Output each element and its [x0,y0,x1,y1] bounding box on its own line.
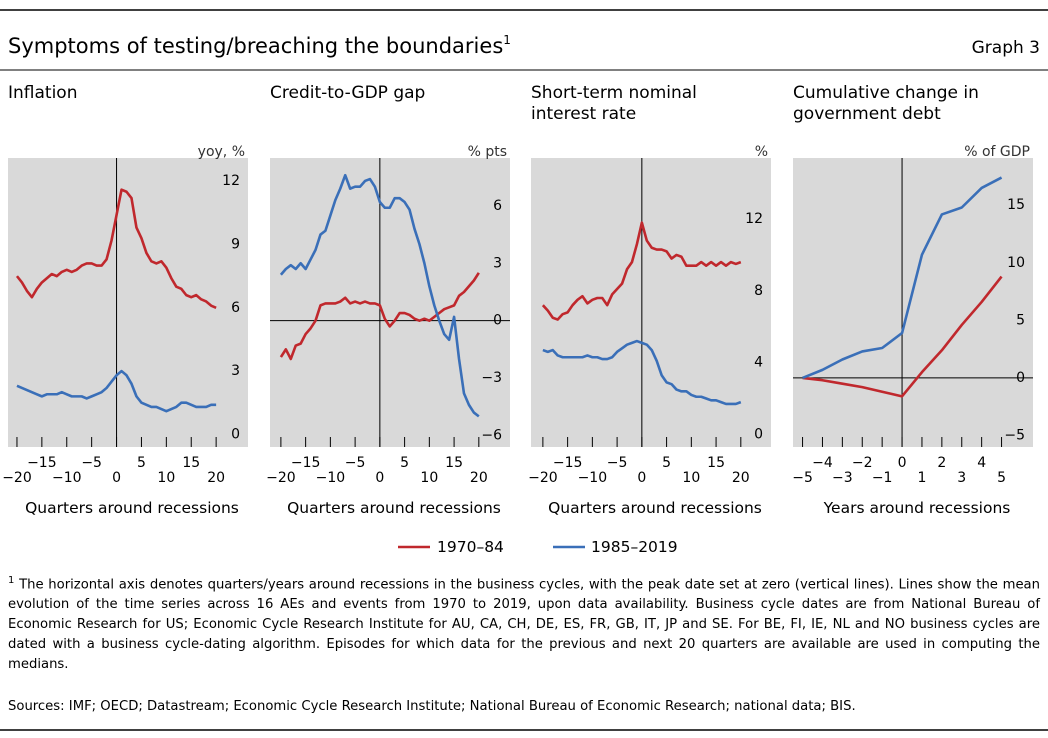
x-tick-label: −5 [607,455,628,471]
plot-area [270,158,510,447]
x-tick-label: −4 [812,455,833,471]
y-tick-label: 10 [1007,255,1025,271]
unit-label: % [755,144,768,160]
graph-title: Symptoms of testing/breaching the bounda… [8,33,511,58]
y-tick-label: 6 [231,300,240,316]
y-tick-label: 0 [1016,370,1025,386]
x-tick-label: −10 [578,470,608,486]
x-tick-label: −5 [345,455,366,471]
x-axis-title: Quarters around recessions [548,499,762,517]
x-tick-label: 5 [997,470,1006,486]
x-tick-label: 20 [732,470,750,486]
y-tick-label: 3 [493,255,502,271]
sources: Sources: IMF; OECD; Datastream; Economic… [8,699,856,714]
x-tick-label: 15 [707,455,725,471]
x-tick-label: 0 [637,470,646,486]
series-line [279,173,480,418]
x-tick-label: 20 [207,470,225,486]
panel-title: Inflation [8,83,78,103]
x-tick-label: 0 [112,470,121,486]
x-axis-title: Years around recessions [823,499,1011,517]
y-tick-label: 9 [231,236,240,252]
x-tick-label: −20 [528,470,558,486]
series-line [802,176,1003,380]
y-tick-label: 4 [754,355,763,371]
x-tick-label: −1 [872,470,893,486]
plot-area [531,158,771,447]
y-tick-label: 6 [493,198,502,214]
legend-label: 1970–84 [437,538,504,556]
x-tick-label: −20 [266,470,296,486]
x-tick-label: 20 [470,470,488,486]
x-tick-label: 0 [375,470,384,486]
x-tick-label: −2 [852,455,873,471]
series-line [15,188,217,309]
panel-title: Short-term nominal interest rate [531,83,697,124]
y-tick-label: 8 [754,283,763,299]
y-tick-label: 0 [231,426,240,442]
y-tick-label: 0 [493,313,502,329]
x-tick-label: 5 [137,455,146,471]
x-tick-label: 3 [957,470,966,486]
series-line [542,339,742,406]
x-tick-label: −10 [52,470,82,486]
footnote: 1 The horizontal axis denotes quarters/y… [8,571,1040,675]
plot-area [793,158,1033,447]
x-tick-label: 15 [182,455,200,471]
unit-label: % of GDP [964,144,1030,160]
x-tick-label: −15 [291,455,321,471]
footnote-text: The horizontal axis denotes quarters/yea… [8,577,1040,673]
x-tick-label: 10 [420,470,438,486]
x-tick-label: 10 [157,470,175,486]
x-axis-title: Quarters around recessions [25,499,239,517]
x-tick-label: 1 [917,470,926,486]
unit-label: yoy, % [198,144,245,160]
panel-title: Credit-to-GDP gap [270,83,426,103]
panel-title: Cumulative change in government debt [793,83,979,124]
series-line [802,275,1003,398]
title-note: 1 [503,33,511,47]
y-tick-label: 12 [745,211,763,227]
x-tick-label: 10 [682,470,700,486]
x-tick-label: −5 [81,455,102,471]
unit-label: % pts [468,144,507,160]
legend-label: 1985–2019 [591,538,678,556]
x-tick-label: 5 [662,455,671,471]
y-tick-label: 5 [1016,312,1025,328]
y-tick-label: 0 [754,426,763,442]
x-tick-label: −15 [553,455,583,471]
x-tick-label: 4 [977,455,986,471]
x-axis-title: Quarters around recessions [287,499,501,517]
y-tick-label: 3 [231,363,240,379]
x-tick-label: 2 [937,455,946,471]
y-tick-label: −6 [481,428,502,444]
x-tick-label: 5 [400,455,409,471]
x-tick-label: −15 [27,455,57,471]
series-line [16,369,217,413]
x-tick-label: 0 [898,455,907,471]
x-tick-label: 15 [445,455,463,471]
y-tick-label: 12 [222,173,240,189]
title-text: Symptoms of testing/breaching the bounda… [8,34,503,58]
graph-label: Graph 3 [972,38,1040,58]
x-tick-label: −10 [316,470,346,486]
footnote-marker: 1 [8,575,15,586]
y-tick-label: −3 [481,370,502,386]
x-tick-label: −3 [832,470,853,486]
y-tick-label: 15 [1007,197,1025,213]
series-line [541,221,742,321]
series-line [279,272,480,361]
y-tick-label: −5 [1004,427,1025,443]
x-tick-label: −5 [792,470,813,486]
x-tick-label: −20 [2,470,32,486]
